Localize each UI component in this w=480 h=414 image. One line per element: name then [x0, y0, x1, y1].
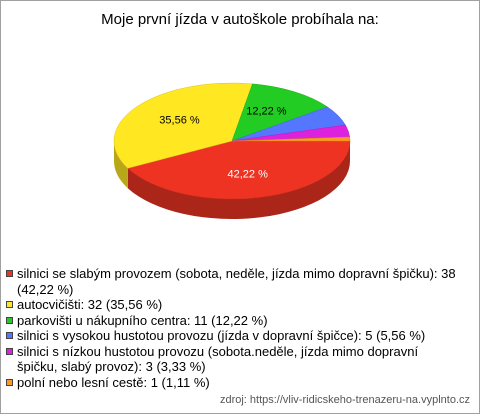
legend-item: polní nebo lesní cestě: 1 (1,11 %) [6, 375, 462, 391]
legend-swatch [6, 270, 13, 277]
value-label: 12,22 % [246, 105, 287, 117]
chart-title: Moje první jízda v autoškole probíhala n… [101, 11, 379, 28]
legend-item: parkovišti u nákupního centra: 11 (12,22… [6, 313, 462, 329]
legend-item: autocvičišti: 32 (35,56 %) [6, 297, 462, 313]
source: zdroj: https://vliv-ridicskeho-trenazeru… [219, 394, 470, 406]
slice [113, 82, 253, 169]
value-label: 42,22 % [228, 169, 269, 181]
legend-item: silnici s vysokou hustotou provozu (jízd… [6, 328, 462, 344]
slice-side [127, 141, 350, 219]
legend-label: parkovišti u nákupního centra: 11 (12,22… [17, 312, 268, 328]
legend-swatch [6, 347, 13, 355]
legend: silnici se slabým provozem (sobota, nedě… [6, 266, 462, 390]
legend-label: silnici s vysokou hustotou provozu (jízd… [17, 328, 426, 343]
slice [231, 136, 351, 142]
slice-side [114, 141, 128, 189]
legend-item: silnici s nízkou hustotou provozu (sobot… [6, 344, 462, 375]
legend-label: silnici se slabým provozem (sobota, nedě… [17, 266, 456, 297]
slice [231, 83, 329, 142]
legend-swatch [6, 301, 13, 308]
legend-label: autocvičišti: 32 (35,56 %) [17, 297, 163, 312]
value-label: 35,56 % [159, 114, 200, 126]
legend-swatch [6, 332, 13, 339]
legend-label: silnici s nízkou hustotou provozu (sobot… [17, 343, 419, 375]
chart: Moje první jízda v autoškole probíhala n… [101, 11, 379, 219]
pie: 42,22 % 35,56 % 12,22 % [113, 82, 351, 219]
legend-swatch [6, 316, 13, 324]
slice [127, 140, 351, 200]
legend-label: polní nebo lesní cestě: 1 (1,11 %) [17, 374, 210, 390]
legend-item: silnici se slabým provozem (sobota, nedě… [6, 266, 462, 297]
legend-swatch [6, 378, 13, 386]
